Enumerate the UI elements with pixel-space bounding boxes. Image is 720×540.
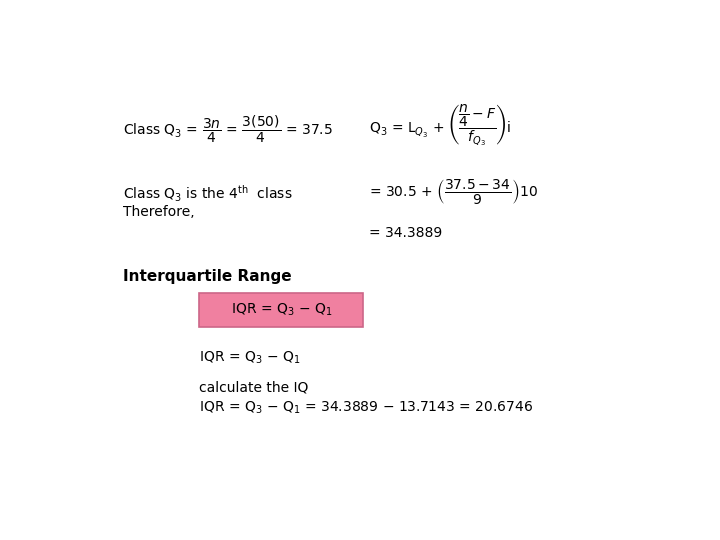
Text: Therefore,: Therefore, (124, 205, 195, 219)
Text: Q$_3$ = L$_{Q_3}$ + $\left(\dfrac{\dfrac{n}{4} - F}{f_{Q_3}}\right)$i: Q$_3$ = L$_{Q_3}$ + $\left(\dfrac{\dfrac… (369, 102, 511, 148)
Text: IQR = Q$_3$ $-$ Q$_1$ = 34.3889 $-$ 13.7143 = 20.6746: IQR = Q$_3$ $-$ Q$_1$ = 34.3889 $-$ 13.7… (199, 400, 533, 416)
Text: calculate the IQ: calculate the IQ (199, 380, 308, 394)
FancyBboxPatch shape (81, 58, 657, 487)
FancyBboxPatch shape (199, 294, 364, 327)
Text: = 30.5 + $\left(\dfrac{37.5 - 34}{9}\right)$10: = 30.5 + $\left(\dfrac{37.5 - 34}{9}\rig… (369, 177, 538, 206)
Text: IQR = Q$_3$ $-$ Q$_1$: IQR = Q$_3$ $-$ Q$_1$ (199, 350, 300, 366)
Text: Interquartile Range: Interquartile Range (124, 269, 292, 285)
Text: Class Q$_3$ is the 4$^{\rm th}$  class: Class Q$_3$ is the 4$^{\rm th}$ class (124, 184, 293, 204)
Text: Class Q$_3$ = $\dfrac{3n}{4}$ = $\dfrac{3(50)}{4}$ = 37.5: Class Q$_3$ = $\dfrac{3n}{4}$ = $\dfrac{… (124, 113, 333, 145)
Text: IQR = Q$_3$ $-$ Q$_1$: IQR = Q$_3$ $-$ Q$_1$ (230, 302, 332, 318)
Text: = 34.3889: = 34.3889 (369, 226, 442, 240)
